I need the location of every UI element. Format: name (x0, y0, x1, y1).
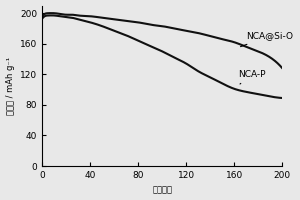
Text: NCA@Si-O: NCA@Si-O (241, 32, 293, 47)
Y-axis label: 比容量 / mAh g⁻¹: 比容量 / mAh g⁻¹ (6, 57, 15, 115)
Text: NCA-P: NCA-P (238, 70, 266, 84)
X-axis label: 循环次数: 循环次数 (152, 185, 172, 194)
